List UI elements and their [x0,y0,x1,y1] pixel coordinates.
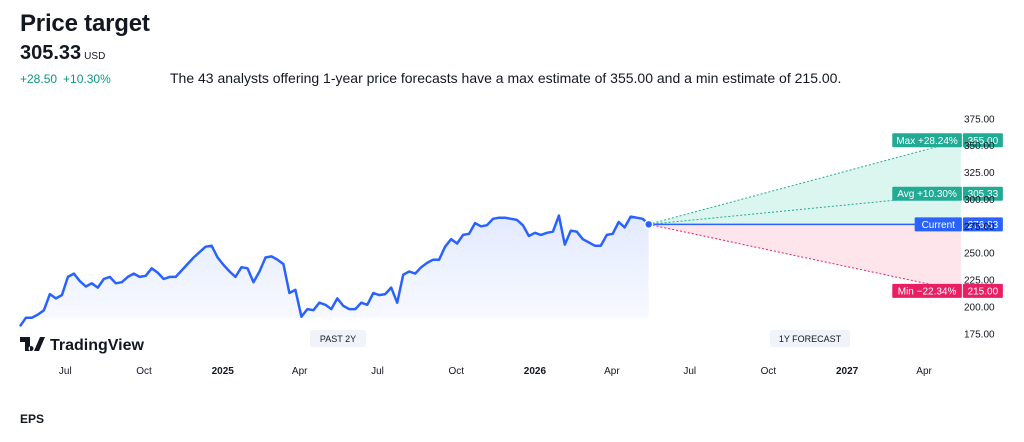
max-estimate-label: Max +28.24% 355.00 [892,133,1003,148]
currency-label: USD [84,51,106,62]
current-price-label-value: 276.83 [968,220,999,231]
y-tick-label: 375.00 [964,114,995,125]
avg-estimate-label-text: Avg +10.30% [897,189,957,200]
price-change: +28.50 +10.30% [20,72,117,86]
x-tick-label: Apr [604,366,620,377]
min-estimate-label-value-box [962,283,1003,298]
price-target-chart[interactable]: Max +28.24% 355.00 Avg +10.30% 305.33 Curren… [0,100,1024,390]
forecast-max-line [648,139,961,225]
y-tick-label: 200.00 [964,302,995,313]
past-section-label: PAST 2Y [310,330,366,347]
min-estimate-label-badge [892,283,962,298]
avg-estimate-label-value: 305.33 [968,189,999,200]
current-price-label: Current 276.83 [914,217,1003,232]
brand-name: TradingView [50,337,145,354]
x-tick-label: 2026 [524,366,547,377]
x-tick-label: Apr [292,366,308,377]
eps-section-label: EPS [20,412,45,426]
x-tick-label: 2025 [212,366,235,377]
page-title: Price target [20,10,150,37]
min-estimate-label-value: 215.00 [968,286,999,297]
max-estimate-label-text: Max +28.24% [896,136,958,147]
target-price: 305.33 USD [20,42,105,65]
y-tick-label: 300.00 [964,195,995,206]
y-tick-label: 175.00 [964,329,995,340]
past-section-label-text: PAST 2Y [320,334,356,344]
past-area-fill [20,215,649,327]
max-estimate-label-badge [892,133,962,148]
current-price-dot [643,219,654,230]
x-tick-label: Jul [371,366,384,377]
x-tick-label: Jul [683,366,696,377]
y-tick-label: 250.00 [964,249,995,260]
avg-estimate-label-badge [892,186,962,201]
forecast-section-label-text: 1Y FORECAST [779,334,842,344]
current-price-label-value-box [962,217,1003,232]
y-tick-label: 225.00 [964,276,995,287]
y-tick-label: 275.00 [964,222,995,233]
current-price-label-text: Current [922,220,956,231]
y-tick-label: 350.00 [964,141,995,152]
y-tick-label: 325.00 [964,168,995,179]
current-price-label-badge [914,217,962,232]
x-tick-label: Oct [761,366,777,377]
tradingview-logo-icon [20,337,45,351]
past-section-label-bg [310,330,366,347]
x-tick-label: Jul [59,366,72,377]
min-estimate-label: Min −22.34% 215.00 [892,283,1003,298]
x-tick-label: Oct [136,366,152,377]
max-estimate-label-value: 355.00 [968,136,999,147]
forecast-summary: The 43 analysts offering 1-year price fo… [170,70,842,86]
x-tick-label: Apr [916,366,932,377]
avg-estimate-label-value-box [962,186,1003,201]
max-estimate-label-value-box [962,133,1003,148]
target-price-value: 305.33 [20,42,82,64]
min-estimate-label-text: Min −22.34% [898,286,957,297]
forecast-section-label: 1Y FORECAST [770,330,850,347]
forecast-min-line [648,223,961,292]
change-absolute: +28.50 [20,72,58,86]
forecast-downside-area [648,224,961,291]
x-tick-label: 2027 [836,366,859,377]
x-tick-label: Oct [448,366,464,377]
price-history-line [18,214,650,328]
forecast-section-label-bg [770,330,850,347]
brand-logo: TradingView [20,337,145,354]
avg-estimate-label: Avg +10.30% 305.33 [892,186,1003,201]
change-percent: +10.30% [63,72,111,86]
